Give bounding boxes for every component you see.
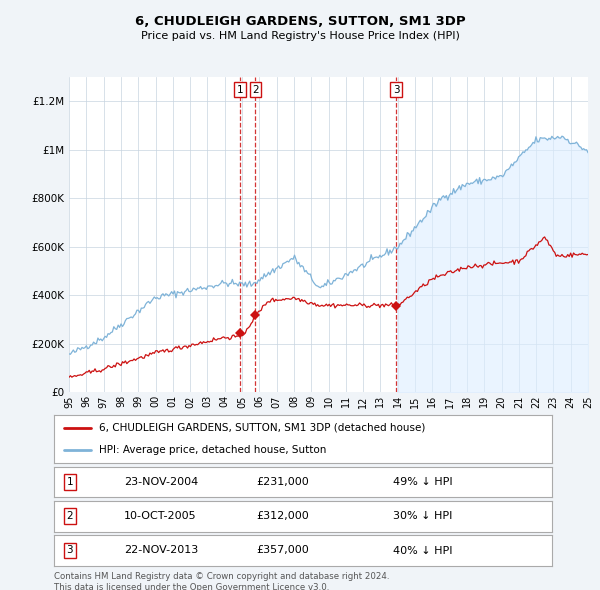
Text: 22-NOV-2013: 22-NOV-2013 bbox=[124, 546, 198, 555]
Text: 40% ↓ HPI: 40% ↓ HPI bbox=[392, 546, 452, 555]
Text: Price paid vs. HM Land Registry's House Price Index (HPI): Price paid vs. HM Land Registry's House … bbox=[140, 31, 460, 41]
Text: 23-NOV-2004: 23-NOV-2004 bbox=[124, 477, 198, 487]
Text: 2: 2 bbox=[252, 84, 259, 94]
Text: £312,000: £312,000 bbox=[257, 512, 310, 521]
Text: Contains HM Land Registry data © Crown copyright and database right 2024.
This d: Contains HM Land Registry data © Crown c… bbox=[54, 572, 389, 590]
Text: 30% ↓ HPI: 30% ↓ HPI bbox=[392, 512, 452, 521]
Text: £231,000: £231,000 bbox=[257, 477, 310, 487]
Text: 3: 3 bbox=[392, 84, 399, 94]
Text: 10-OCT-2005: 10-OCT-2005 bbox=[124, 512, 196, 521]
Text: 1: 1 bbox=[67, 477, 73, 487]
Text: £357,000: £357,000 bbox=[257, 546, 310, 555]
Text: 2: 2 bbox=[67, 512, 73, 521]
Text: 1: 1 bbox=[237, 84, 244, 94]
Text: 6, CHUDLEIGH GARDENS, SUTTON, SM1 3DP: 6, CHUDLEIGH GARDENS, SUTTON, SM1 3DP bbox=[134, 15, 466, 28]
Text: 49% ↓ HPI: 49% ↓ HPI bbox=[392, 477, 452, 487]
Text: 3: 3 bbox=[67, 546, 73, 555]
Text: HPI: Average price, detached house, Sutton: HPI: Average price, detached house, Sutt… bbox=[99, 445, 326, 455]
Text: 6, CHUDLEIGH GARDENS, SUTTON, SM1 3DP (detached house): 6, CHUDLEIGH GARDENS, SUTTON, SM1 3DP (d… bbox=[99, 423, 425, 433]
